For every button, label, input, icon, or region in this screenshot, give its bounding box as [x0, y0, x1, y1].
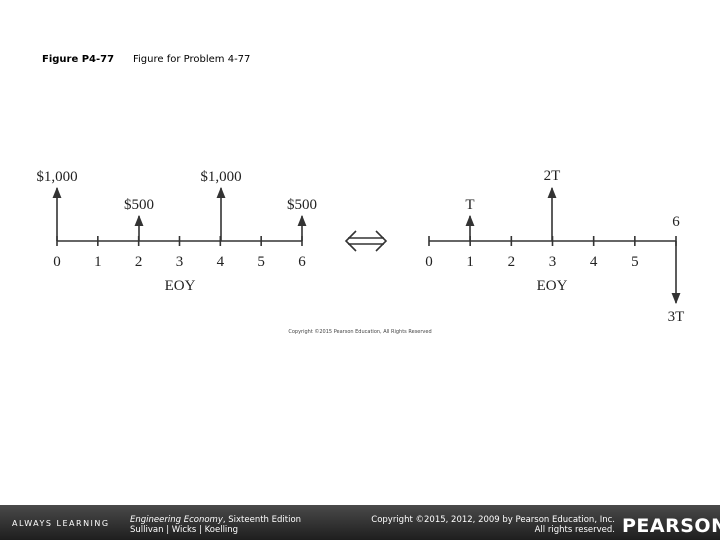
- amount-label: $500: [124, 197, 154, 213]
- edition: , Sixteenth Edition: [223, 515, 301, 525]
- amount-label: 3T: [668, 309, 685, 325]
- amount-label: $1,000: [200, 169, 241, 185]
- period-label: 3: [176, 254, 184, 270]
- book-title: Engineering Economy: [130, 515, 224, 525]
- amount-label: $1,000: [36, 169, 77, 185]
- period-label: 5: [257, 254, 265, 270]
- amount-label: $500: [287, 197, 317, 213]
- amount-label: 2T: [544, 168, 561, 184]
- figure-caption: Figure for Problem 4-77: [133, 54, 250, 65]
- period-label: 1: [94, 254, 102, 270]
- figure-label: Figure P4-77: [42, 54, 114, 65]
- period-label: 3: [549, 254, 557, 270]
- footer-authors: Sullivan | Wicks | Koelling: [130, 525, 238, 535]
- left-diagram: [52, 186, 307, 246]
- figure-copyright: Copyright ©2015 Pearson Education, All R…: [288, 328, 431, 335]
- period-label: 0: [53, 254, 61, 270]
- amount-label: T: [465, 197, 474, 213]
- period-label: 2: [135, 254, 143, 270]
- period-label: 6: [672, 214, 680, 230]
- footer-copyright: All rights reserved.: [535, 525, 615, 535]
- footer-bar: [0, 505, 720, 540]
- footer-brand: ALWAYS LEARNING: [12, 519, 110, 528]
- footer-book: Engineering Economy, Sixteenth Edition: [130, 515, 301, 525]
- period-label: 5: [631, 254, 639, 270]
- period-label: 0: [425, 254, 433, 270]
- period-label: 4: [590, 254, 598, 270]
- axis-label: EOY: [165, 278, 196, 294]
- period-label: 1: [466, 254, 474, 270]
- period-label: 4: [217, 254, 225, 270]
- publisher-logo: PEARSON: [622, 515, 720, 537]
- axis-label: EOY: [537, 278, 568, 294]
- footer-copyright: Copyright ©2015, 2012, 2009 by Pearson E…: [371, 515, 615, 525]
- equivalence-arrow: [344, 230, 388, 252]
- period-label: 2: [508, 254, 516, 270]
- right-diagram: [428, 186, 681, 305]
- period-label: 6: [298, 254, 306, 270]
